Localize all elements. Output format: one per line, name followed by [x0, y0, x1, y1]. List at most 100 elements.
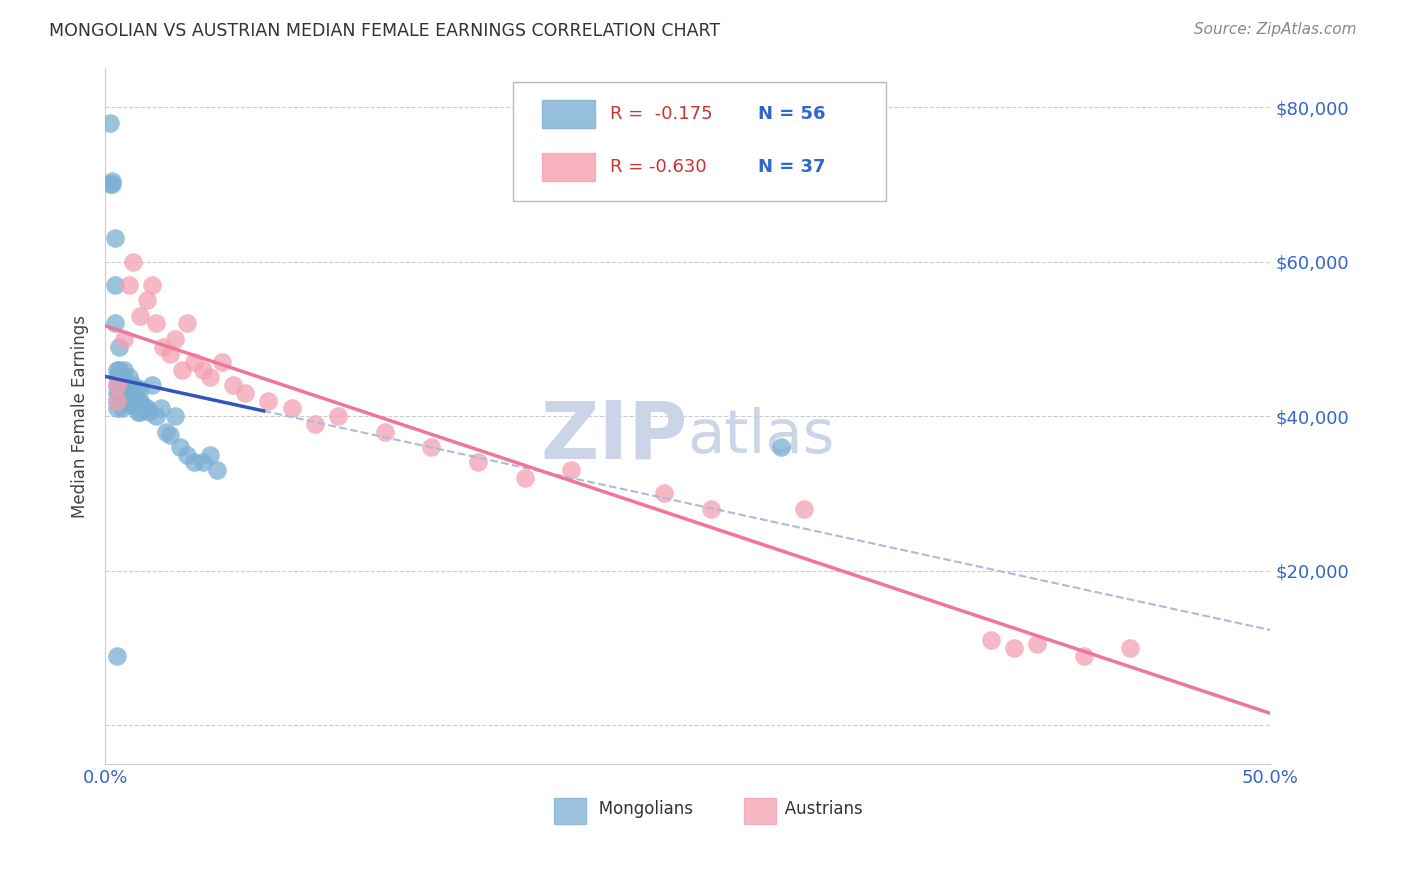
Point [103, 277, 125, 292]
Point [257, 393, 280, 408]
Point [110, 401, 132, 416]
Point [105, 401, 128, 416]
Point [110, 370, 132, 384]
Point [172, 363, 194, 377]
Bar [543, 153, 595, 181]
Point [211, 355, 233, 369]
Point [769, 440, 792, 454]
Point [1119, 640, 1142, 655]
Point [129, 393, 152, 408]
Point [117, 378, 139, 392]
FancyBboxPatch shape [513, 82, 886, 201]
Point [129, 309, 152, 323]
Point [513, 471, 536, 485]
Point [420, 440, 443, 454]
Text: R = -0.630: R = -0.630 [610, 158, 706, 177]
Point [141, 378, 163, 392]
Bar [554, 797, 586, 824]
Point [793, 501, 815, 516]
Point [145, 317, 167, 331]
Point [141, 277, 163, 292]
Point [183, 455, 205, 469]
Point [129, 405, 152, 419]
Text: N = 37: N = 37 [758, 158, 825, 177]
Point [159, 428, 181, 442]
Point [101, 173, 124, 187]
Point [374, 425, 396, 439]
Point [117, 277, 139, 292]
Point [155, 425, 177, 439]
Y-axis label: Median Female Earnings: Median Female Earnings [72, 315, 89, 517]
Point [120, 386, 142, 401]
Point [304, 417, 326, 431]
Point [1002, 640, 1025, 655]
Point [159, 347, 181, 361]
Point [127, 405, 149, 419]
Point [117, 370, 139, 384]
Point [105, 363, 128, 377]
Point [120, 398, 142, 412]
Point [150, 401, 173, 416]
Point [222, 378, 245, 392]
Point [103, 231, 125, 245]
Point [103, 317, 125, 331]
Text: N = 56: N = 56 [758, 104, 825, 123]
Point [112, 363, 135, 377]
Text: atlas: atlas [688, 408, 835, 467]
Point [98, 115, 121, 129]
Point [122, 378, 145, 392]
Point [152, 340, 174, 354]
Point [1026, 637, 1049, 651]
Point [108, 386, 131, 401]
Point [136, 401, 159, 416]
Point [105, 648, 128, 663]
Point [122, 393, 145, 408]
Point [205, 463, 228, 477]
Point [112, 332, 135, 346]
Point [980, 633, 1002, 648]
Point [165, 332, 187, 346]
Point [700, 501, 723, 516]
Point [467, 455, 489, 469]
Point [105, 386, 128, 401]
Point [198, 448, 221, 462]
Point [105, 393, 128, 408]
Point [138, 405, 160, 419]
Point [124, 382, 146, 396]
Point [115, 378, 138, 392]
Point [115, 393, 138, 408]
Point [112, 378, 135, 392]
Point [560, 463, 582, 477]
Point [108, 363, 131, 377]
Point [176, 448, 198, 462]
Point [191, 363, 214, 377]
Text: Source: ZipAtlas.com: Source: ZipAtlas.com [1194, 22, 1357, 37]
Point [105, 393, 128, 408]
Text: Austrians: Austrians [769, 800, 863, 818]
Point [108, 340, 131, 354]
Point [124, 398, 146, 412]
Point [136, 293, 159, 308]
Bar [543, 100, 595, 128]
Point [280, 401, 302, 416]
Text: ZIP: ZIP [540, 398, 688, 476]
Point [165, 409, 187, 424]
Point [654, 486, 676, 500]
Point [105, 370, 128, 384]
Point [127, 393, 149, 408]
Point [1073, 648, 1095, 663]
Text: R =  -0.175: R = -0.175 [610, 104, 713, 123]
Point [122, 254, 145, 268]
Bar [744, 797, 776, 824]
Point [131, 398, 153, 412]
Point [145, 409, 167, 424]
Point [134, 401, 156, 416]
Point [101, 178, 124, 192]
Point [198, 370, 221, 384]
Point [129, 382, 152, 396]
Point [169, 440, 191, 454]
Point [105, 378, 128, 392]
Text: MONGOLIAN VS AUSTRIAN MEDIAN FEMALE EARNINGS CORRELATION CHART: MONGOLIAN VS AUSTRIAN MEDIAN FEMALE EARN… [49, 22, 720, 40]
Point [328, 409, 350, 424]
Point [110, 386, 132, 401]
